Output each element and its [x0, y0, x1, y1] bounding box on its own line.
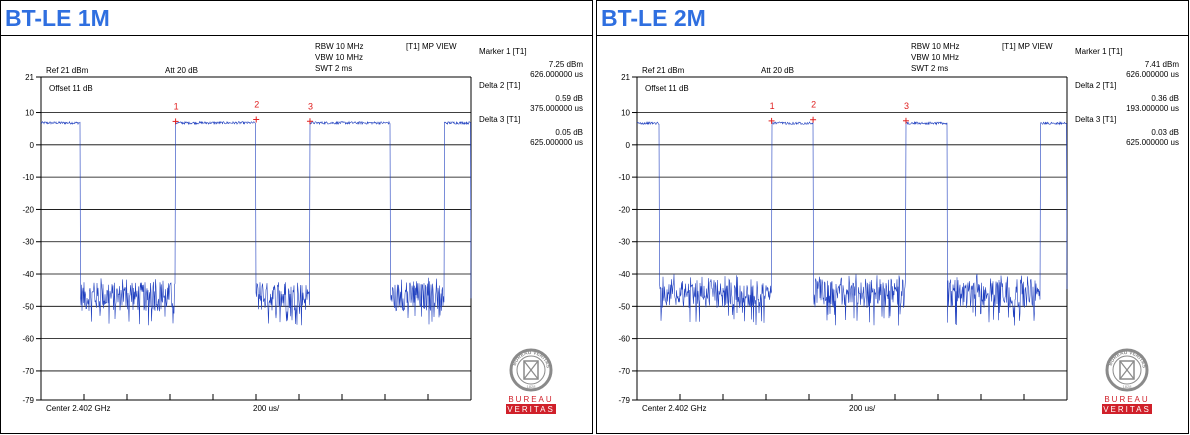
offset-label: Offset 11 dB [49, 84, 93, 93]
marker-info-time: 193.000000 us [1126, 104, 1179, 113]
logo-word-bg [506, 394, 556, 404]
x-scale-label: 200 us/ [849, 404, 876, 413]
vbw-label: VBW 10 MHz [315, 53, 363, 62]
logo-shield [1119, 360, 1135, 380]
marker-label: 2 [254, 100, 259, 110]
y-tick-label: 21 [621, 73, 630, 82]
panel-bt-le-2m: BT-LE 2M Ref 21 dBm Att 20 dB RBW 10 MHz VB… [596, 0, 1189, 434]
logo-shield-mark [523, 360, 539, 380]
marker-label: 3 [904, 101, 909, 111]
trace-view-label: [T1] MP VIEW [1002, 42, 1053, 51]
y-tick-label: -40 [618, 270, 630, 279]
marker-label: 2 [811, 100, 816, 110]
sweep-time-label: SWT 2 ms [911, 64, 948, 73]
ref-level-label: Ref 21 dBm [46, 66, 89, 75]
marker-info-label: Delta 3 [T1] [479, 115, 520, 124]
marker-info-label: Marker 1 [T1] [479, 47, 527, 56]
y-tick-label: 21 [25, 73, 34, 82]
offset-label: Offset 11 dB [645, 84, 689, 93]
y-tick-label: -10 [618, 173, 630, 182]
ref-level-label: Ref 21 dBm [642, 66, 685, 75]
y-tick-label: 10 [25, 109, 34, 118]
marker-info-value: 0.59 dB [555, 94, 583, 103]
logo-word-band [1102, 404, 1152, 414]
marker-info-label: Delta 2 [T1] [479, 81, 520, 90]
center-frequency-label: Center 2.402 GHz [46, 404, 110, 413]
logo-word-bureau: BUREAU [508, 395, 553, 404]
x-scale-label: 200 us/ [253, 404, 280, 413]
panel-title: BT-LE 1M [5, 5, 110, 31]
marker-label: 1 [174, 101, 179, 111]
y-tick-label: -79 [618, 396, 630, 405]
spectrum-plot: Ref 21 dBm Att 20 dB RBW 10 MHz VBW 10 MHz S… [618, 42, 1180, 414]
marker-info-value: 7.41 dBm [1145, 60, 1180, 69]
y-tick-label: 10 [621, 109, 630, 118]
y-tick-label: -70 [22, 367, 34, 376]
marker-info-value: 7.25 dBm [549, 60, 584, 69]
y-tick-label: -70 [618, 367, 630, 376]
logo-word-bg [1102, 394, 1152, 404]
marker-info-value: 0.05 dB [555, 128, 583, 137]
y-tick-label: -10 [22, 173, 34, 182]
marker-info-time: 626.000000 us [1126, 70, 1179, 79]
attenuation-label: Att 20 dB [165, 66, 198, 75]
marker-label: 1 [770, 101, 775, 111]
marker-info-label: Delta 2 [T1] [1075, 81, 1116, 90]
marker-info-time: 626.000000 us [530, 70, 583, 79]
logo-year: 1828 [1123, 384, 1133, 389]
y-tick-label: 0 [30, 141, 35, 150]
marker-info-time: 375.000000 us [530, 104, 583, 113]
marker-info-value: 0.36 dB [1151, 94, 1179, 103]
sweep-time-label: SWT 2 ms [315, 64, 352, 73]
logo-word-band [506, 404, 556, 414]
signal-trace [636, 120, 1068, 326]
spectrum-plot: Ref 21 dBm Att 20 dB RBW 10 MHz VBW 10 MHz S… [22, 42, 584, 414]
marker-info-label: Marker 1 [T1] [1075, 47, 1123, 56]
y-tick-label: -79 [22, 396, 34, 405]
panel-title: BT-LE 2M [601, 5, 706, 31]
y-tick-label: -50 [22, 302, 34, 311]
attenuation-label: Att 20 dB [761, 66, 794, 75]
y-tick-label: -30 [618, 238, 630, 247]
y-tick-label: -20 [618, 205, 630, 214]
y-tick-label: -20 [22, 205, 34, 214]
y-tick-label: -60 [618, 335, 630, 344]
marker-label: 3 [308, 101, 313, 111]
y-tick-label: -60 [22, 335, 34, 344]
y-tick-label: -40 [22, 270, 34, 279]
marker-info-time: 625.000000 us [530, 138, 583, 147]
logo-word-veritas: VERITAS [1103, 405, 1151, 414]
title-divider [1, 35, 592, 36]
panel-bt-le-1m: BT-LE 1M Ref 21 dBm Att 20 dB RBW 10 MHz VB… [0, 0, 593, 434]
trace-view-label: [T1] MP VIEW [406, 42, 457, 51]
logo-shield [523, 360, 539, 380]
title-divider [597, 35, 1188, 36]
logo-word-veritas: VERITAS [507, 405, 555, 414]
marker-info-label: Delta 3 [T1] [1075, 115, 1116, 124]
logo-shield-mark [1119, 360, 1135, 380]
rbw-label: RBW 10 MHz [911, 42, 959, 51]
y-tick-label: 0 [626, 141, 631, 150]
y-tick-label: -30 [22, 238, 34, 247]
signal-trace [40, 120, 472, 326]
logo-word-bureau: BUREAU [1104, 395, 1149, 404]
y-tick-label: -50 [618, 302, 630, 311]
vbw-label: VBW 10 MHz [911, 53, 959, 62]
center-frequency-label: Center 2.402 GHz [642, 404, 706, 413]
marker-info-value: 0.03 dB [1151, 128, 1179, 137]
marker-info-time: 625.000000 us [1126, 138, 1179, 147]
rbw-label: RBW 10 MHz [315, 42, 363, 51]
logo-year: 1828 [527, 384, 537, 389]
